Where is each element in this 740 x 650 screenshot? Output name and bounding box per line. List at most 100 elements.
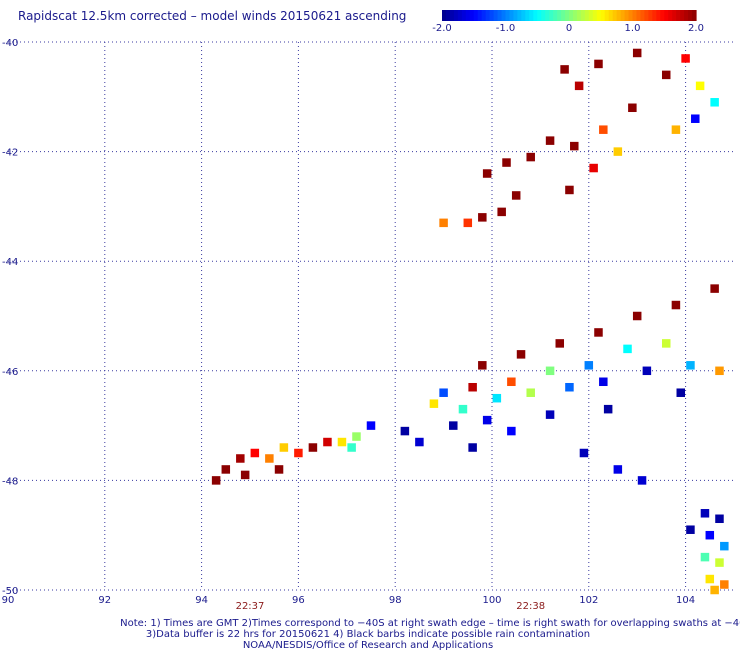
colorbar-segment [461,10,467,21]
wind-cell [439,388,448,397]
wind-cell [637,476,647,485]
colorbar-segment [652,10,657,21]
colorbar-segment [465,10,471,21]
colorbar-segment [561,10,566,21]
colorbar-segment [485,10,491,21]
y-tick-labels: -40 -42 -44 -46 -48 -50 [2,38,18,597]
wind-cell [429,399,439,408]
colorbar-segment [537,10,542,21]
colorbar-segment [521,10,526,21]
colorbar-segment [517,10,522,21]
colorbar-segment [632,10,638,21]
colorbar-segment [580,10,586,21]
wind-cell [478,361,487,370]
y-tick-label: -40 [2,38,18,49]
wind-cell [715,514,724,524]
note-line-1: Note: 1) Times are GMT 2)Times correspon… [120,618,740,629]
colorbar-segment [569,10,574,21]
wind-cell [545,136,555,145]
colorbar-segment [684,10,689,21]
wind-cell [560,65,569,74]
wind-cell [449,421,458,430]
colorbar-segment [680,10,685,21]
wind-cell [507,426,516,436]
x-tick-label: 100 [482,595,501,606]
wind-cell [700,509,710,518]
wind-cell [594,59,603,69]
wind-cell [265,454,274,463]
colorbar-segment [660,10,665,21]
wind-cell [623,344,632,354]
colorbar-segment [453,10,459,21]
colorbar-segment [664,10,669,21]
colorbar-segment [541,10,546,21]
colorbar-segment [497,10,503,21]
colorbar-segment [442,10,447,21]
colorbar-segment [584,10,590,21]
colorbar-segment [477,10,483,21]
colorbar-segment [592,10,598,21]
wind-cell [686,361,695,370]
wind-cell [526,152,535,162]
time-label: 22:38 [516,601,545,612]
wind-cell [502,158,511,167]
wind-cell [211,476,221,485]
wind-cell [594,328,603,337]
colorbar-segment [648,10,653,21]
colorbar-tick-label: 2.0 [688,23,704,34]
wind-cell [347,443,356,452]
colorbar-segment [604,10,610,21]
wind-cell [570,141,579,151]
wind-cell [715,366,724,376]
wind-cell [599,125,608,134]
colorbar-segment [481,10,487,21]
wind-cell [516,350,526,359]
wind-cell [599,377,608,387]
colorbar-segment [469,10,475,21]
colorbar-segment [572,10,578,21]
colorbar-segment [608,10,614,21]
wind-cell [274,465,284,474]
wind-cell [400,426,410,436]
colorbar-segment [501,10,507,21]
y-tick-label: -42 [2,148,18,159]
wind-cell [574,81,584,91]
colorbar-segment [565,10,570,21]
colorbar-segment [616,10,622,21]
colorbar-segment [513,10,519,21]
grid-lines [8,41,734,591]
colorbar-segment [656,10,661,21]
colorbar-segment [640,10,646,21]
wind-cell [613,147,623,156]
colorbar-segment [596,10,602,21]
colorbar-segment [553,10,558,21]
wind-cell [250,448,260,458]
wind-cell [279,443,289,452]
colorbar-segment [688,10,693,21]
wind-cell [671,125,681,134]
colorbar-segment [644,10,649,21]
colorbar-segment [473,10,479,21]
colorbar-segment [628,10,634,21]
colorbar: -2.0 -1.0 0 1.0 2.0 [432,10,704,34]
wind-cell [603,404,613,414]
colorbar-tick-label: 0 [566,23,572,34]
wind-cell [337,437,347,447]
wind-cell [589,163,598,173]
colorbar-segment [676,10,681,21]
wind-cell [676,388,686,397]
wind-cell [352,432,361,441]
wind-cell [642,366,652,376]
wind-cell [579,448,589,458]
colorbar-segment [620,10,626,21]
wind-cell [458,404,468,414]
wind-cell [710,98,719,107]
wind-cell [497,207,506,217]
colorbar-segment [612,10,618,21]
wind-cell [584,361,594,370]
wind-cell [565,185,574,195]
x-tick-label: 98 [389,595,402,606]
x-tick-label: 90 [2,595,15,606]
colorbar-segment [636,10,642,21]
colorbar-segment [457,10,463,21]
